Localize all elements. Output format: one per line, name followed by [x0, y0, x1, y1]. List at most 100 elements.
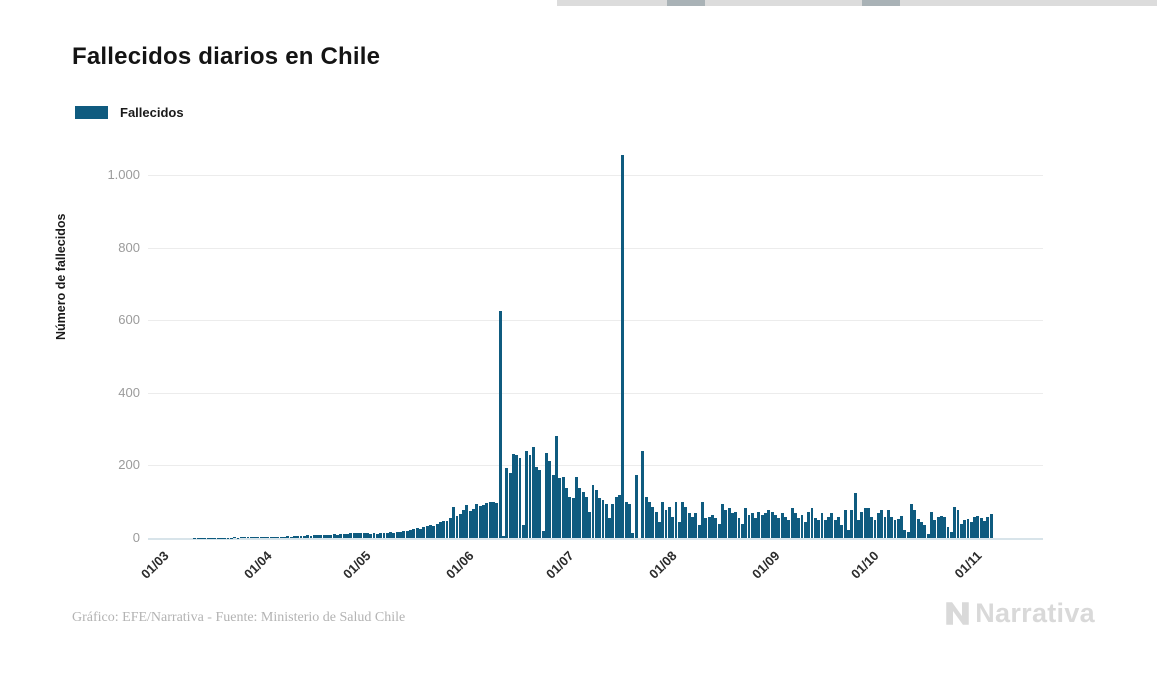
bar-day-200 — [827, 516, 831, 538]
bar-day-238 — [953, 507, 957, 538]
bar-day-77 — [419, 528, 422, 538]
bar-day-48 — [322, 535, 326, 538]
bar-day-88 — [455, 516, 459, 538]
bar-day-105 — [511, 454, 515, 538]
bar-day-19 — [226, 537, 230, 538]
page-title: Fallecidos diarios en Chile — [72, 43, 381, 70]
bar-day-241 — [963, 520, 967, 538]
gridline-400 — [148, 392, 1043, 394]
bar-day-217 — [883, 516, 887, 538]
bar-day-147 — [651, 506, 655, 538]
bar-day-248 — [986, 516, 990, 538]
bar-day-216 — [880, 510, 884, 538]
x-tick-label: 01/06 — [443, 548, 477, 582]
bar-day-140 — [628, 503, 631, 538]
bar-day-233 — [936, 516, 940, 538]
x-tick-label: 01/04 — [240, 548, 275, 582]
bar-day-228 — [920, 522, 923, 538]
bar-day-227 — [916, 518, 920, 538]
bar-day-15 — [213, 537, 217, 538]
bar-day-237 — [949, 531, 953, 538]
bar-day-166 — [714, 518, 718, 538]
bar-day-71 — [399, 532, 403, 538]
bar-day-68 — [389, 532, 393, 538]
bar-day-182 — [767, 510, 771, 538]
brand-name: Narrativa — [975, 598, 1095, 628]
bar-day-27 — [253, 536, 257, 538]
bar-day-25 — [246, 537, 250, 538]
bar-day-120 — [561, 477, 565, 538]
bar-day-190 — [793, 513, 797, 538]
bar-day-29 — [259, 537, 263, 538]
bar-day-126 — [581, 491, 585, 538]
bar-day-135 — [611, 503, 615, 538]
bar-day-51 — [332, 534, 336, 538]
bar-day-44 — [309, 535, 313, 538]
bar-day-215 — [876, 513, 880, 538]
bar-day-187 — [784, 516, 787, 538]
y-tick-label: 0 — [132, 530, 140, 545]
bar-day-16 — [216, 537, 220, 538]
bar-day-180 — [760, 515, 764, 538]
bar-day-207 — [850, 510, 854, 538]
bar-day-158 — [687, 513, 691, 538]
bar-day-30 — [263, 536, 266, 538]
bar-day-197 — [817, 519, 821, 538]
bar-day-58 — [355, 533, 359, 538]
bar-day-108 — [521, 525, 525, 538]
bar-day-162 — [701, 501, 704, 538]
chart-legend: Fallecidos — [75, 105, 184, 120]
bar-day-134 — [608, 518, 612, 538]
bar-day-128 — [588, 511, 592, 538]
bar-day-240 — [959, 523, 963, 538]
bar-day-213 — [870, 516, 874, 538]
bar-day-28 — [256, 537, 260, 538]
window-edge-artifact-segment — [667, 0, 705, 6]
narrativa-n-icon — [946, 602, 969, 625]
y-tick-label: 600 — [118, 312, 140, 328]
bar-day-152 — [667, 506, 671, 538]
bar-day-214 — [873, 519, 877, 538]
footer-credit: Gráfico: EFE/Narrativa - Fuente: Ministe… — [72, 610, 406, 625]
bar-day-60 — [362, 532, 366, 538]
y-axis-title: Número de fallecidos — [54, 213, 68, 340]
brand-logo: Narrativa — [944, 598, 1095, 629]
bar-day-139 — [624, 501, 628, 538]
bar-day-95 — [478, 506, 482, 538]
bar-day-209 — [857, 519, 860, 538]
bar-day-138 — [621, 154, 625, 538]
bar-day-242 — [966, 518, 970, 538]
bar-day-65 — [379, 533, 383, 538]
bar-day-54 — [342, 534, 346, 538]
bar-day-18 — [223, 537, 227, 538]
bar-day-94 — [475, 503, 479, 538]
bar-day-74 — [409, 529, 412, 538]
bar-day-64 — [375, 533, 379, 538]
bar-day-218 — [886, 510, 890, 538]
bar-day-191 — [797, 518, 801, 538]
bar-day-73 — [405, 530, 409, 538]
x-tick-label: 01/09 — [748, 548, 783, 582]
bar-day-84 — [442, 520, 446, 538]
bar-day-159 — [691, 516, 694, 538]
bar-day-22 — [236, 537, 240, 538]
bar-day-172 — [734, 511, 738, 538]
bar-day-34 — [276, 536, 280, 538]
bar-day-165 — [711, 515, 714, 538]
bar-day-62 — [369, 533, 373, 538]
bar-day-96 — [482, 504, 485, 538]
y-tick-label: 1.000 — [107, 167, 140, 183]
bar-day-222 — [900, 515, 904, 538]
bar-day-155 — [677, 521, 681, 538]
bar-day-116 — [548, 461, 552, 538]
bar-day-97 — [485, 503, 489, 538]
bar-day-63 — [372, 532, 376, 538]
bar-day-46 — [316, 535, 320, 538]
bar-day-234 — [939, 515, 943, 538]
bar-day-170 — [727, 508, 731, 538]
bar-day-174 — [740, 523, 744, 538]
bar-day-79 — [425, 526, 429, 538]
bar-day-110 — [528, 454, 532, 538]
bar-day-112 — [535, 466, 539, 538]
bar-day-219 — [890, 516, 894, 538]
